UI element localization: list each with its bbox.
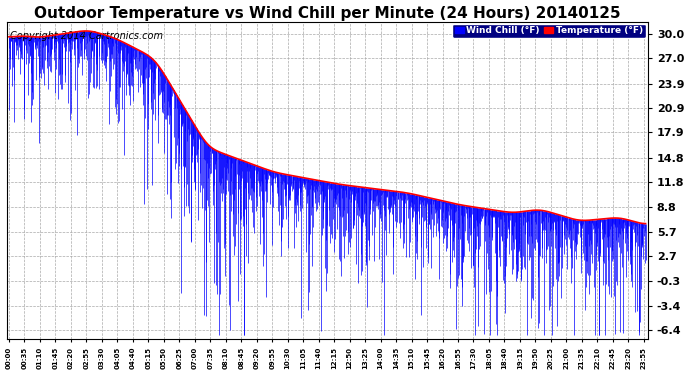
Text: Copyright 2014 Cartronics.com: Copyright 2014 Cartronics.com xyxy=(10,31,163,41)
Legend: Wind Chill (°F), Temperature (°F): Wind Chill (°F), Temperature (°F) xyxy=(452,24,646,38)
Title: Outdoor Temperature vs Wind Chill per Minute (24 Hours) 20140125: Outdoor Temperature vs Wind Chill per Mi… xyxy=(34,6,620,21)
